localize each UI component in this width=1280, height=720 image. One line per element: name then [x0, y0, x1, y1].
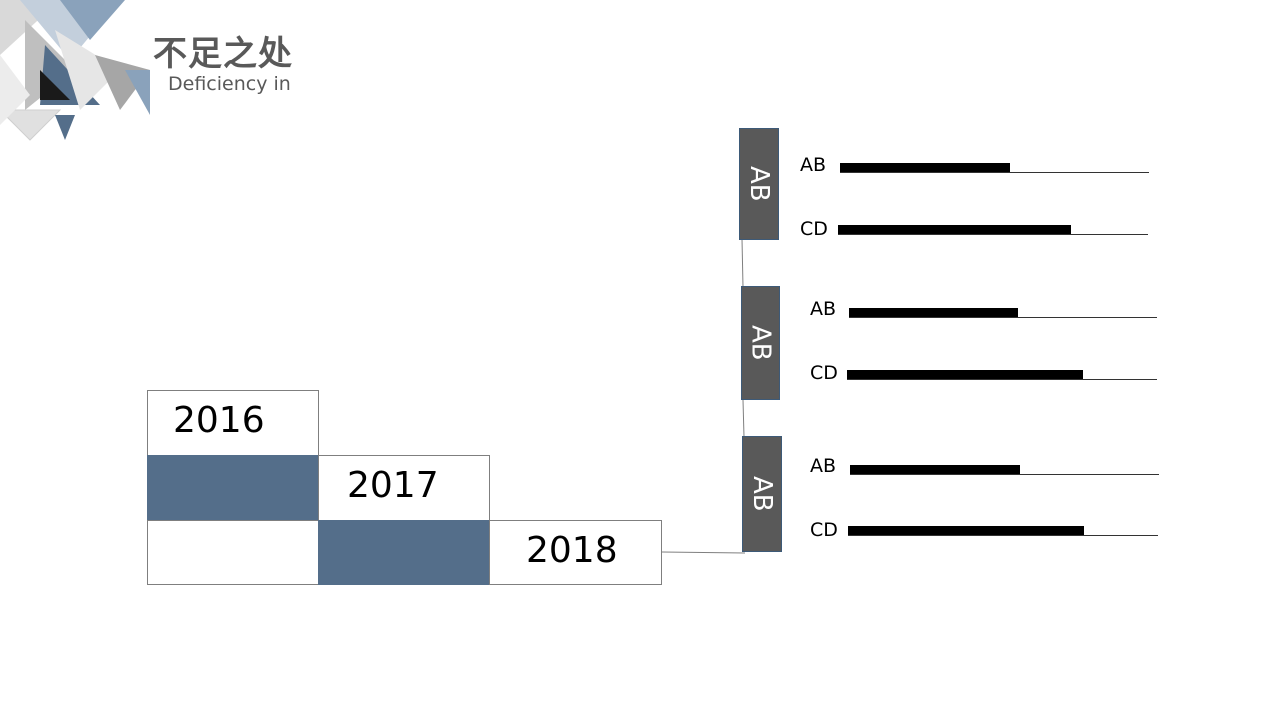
bar-track [847, 379, 1157, 380]
bar-label: CD [800, 218, 828, 240]
bar-label: CD [810, 362, 838, 384]
bar-track [848, 535, 1158, 536]
group-tag: AB [742, 436, 782, 552]
page-subtitle: Deficiency in [168, 73, 291, 95]
bar-fill [840, 163, 1010, 172]
timeline-year-label: 2018 [526, 530, 618, 571]
bar-fill [850, 465, 1020, 474]
group-tag: AB [739, 128, 779, 240]
timeline-cell-2016-lower [147, 520, 319, 585]
bar-track [849, 317, 1157, 318]
decorative-triangles-logo [0, 0, 150, 141]
timeline-fill-2016 [147, 455, 319, 521]
timeline-fill-2017 [318, 520, 490, 585]
bar-track [850, 474, 1159, 475]
bar-fill [847, 370, 1083, 379]
bar-fill [838, 225, 1071, 234]
bar-track [838, 234, 1148, 235]
timeline-year-label: 2016 [173, 400, 265, 441]
bar-label: CD [810, 519, 838, 541]
bar-track [840, 172, 1149, 173]
page-title: 不足之处 [153, 34, 293, 74]
bar-label: AB [810, 455, 837, 477]
bar-fill [849, 308, 1019, 317]
timeline-cell-2016 [147, 390, 319, 456]
group-tag: AB [741, 286, 780, 400]
bar-label: AB [810, 298, 837, 320]
bar-fill [848, 526, 1084, 535]
bar-label: AB [800, 154, 827, 176]
timeline-cell-2018 [489, 520, 662, 585]
timeline-year-label: 2017 [347, 465, 439, 506]
